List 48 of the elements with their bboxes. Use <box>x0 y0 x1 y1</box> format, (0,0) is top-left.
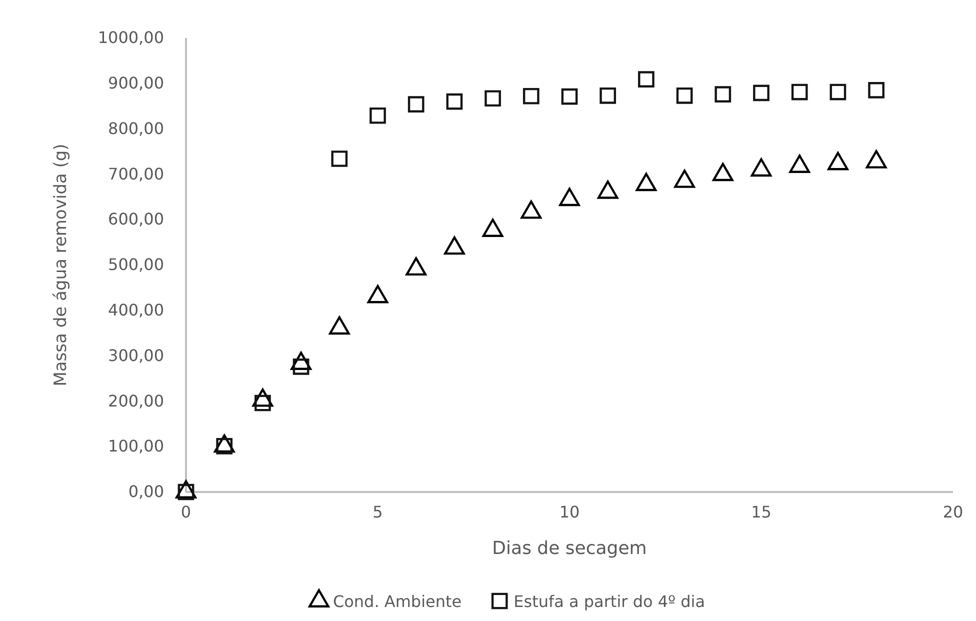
x-tick-label: 15 <box>751 502 772 522</box>
y-tick-label: 700,00 <box>108 164 164 184</box>
y-tick-label: 300,00 <box>108 346 164 365</box>
y-tick-label: 800,00 <box>108 118 164 138</box>
x-axis-title: Dias de secagem <box>492 538 647 559</box>
point <box>559 188 580 206</box>
point <box>446 93 463 110</box>
y-tick-label: 100,00 <box>108 436 164 456</box>
point <box>520 200 542 219</box>
x-tick-label: 5 <box>372 502 383 522</box>
point <box>638 71 654 88</box>
point <box>561 88 578 105</box>
x-tick-label: 20 <box>942 502 964 522</box>
legend-label: Estufa a partir do 4º dia <box>514 592 706 611</box>
point <box>753 84 770 102</box>
point <box>252 388 274 407</box>
point <box>290 352 312 370</box>
x-tick-label: 0 <box>180 502 192 522</box>
y-tick-label: 1000,00 <box>98 28 164 48</box>
y-tick-label: 400,00 <box>108 300 164 320</box>
x-tick-label: 10 <box>559 502 580 522</box>
point <box>522 88 540 104</box>
point <box>406 257 427 276</box>
y-axis-title: Massa de água removida (g) <box>51 144 71 386</box>
point <box>791 84 808 100</box>
y-tick-label: 600,00 <box>108 210 164 229</box>
point <box>367 284 388 304</box>
point <box>636 172 657 192</box>
y-tick-label: 200,00 <box>108 391 164 410</box>
point <box>482 218 504 237</box>
point <box>484 90 501 107</box>
point <box>408 96 424 112</box>
point <box>600 87 616 104</box>
legend-label: Cond. Ambiente <box>332 592 462 611</box>
point <box>830 84 846 100</box>
y-tick-label: 900,00 <box>108 74 164 93</box>
point <box>714 86 732 102</box>
point <box>676 87 693 104</box>
point <box>868 82 884 98</box>
point <box>176 480 196 498</box>
y-tick-label: 0,00 <box>128 482 164 502</box>
point <box>328 316 350 335</box>
point <box>444 236 465 255</box>
point <box>214 434 235 453</box>
y-tick-label: 500,00 <box>108 255 164 274</box>
point <box>597 180 618 199</box>
point <box>331 150 348 167</box>
point <box>370 107 386 124</box>
